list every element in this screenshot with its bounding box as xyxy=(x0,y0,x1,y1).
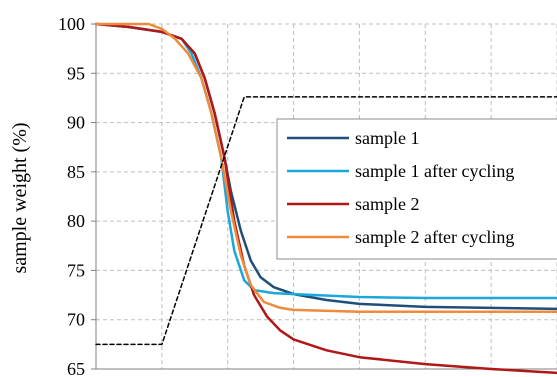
y-tick-label: 85 xyxy=(67,162,85,182)
y-tick-label: 95 xyxy=(67,63,85,83)
y-axis: 65 70 75 80 85 90 95 100 xyxy=(58,14,557,377)
y-tick-label: 65 xyxy=(67,359,85,377)
legend: sample 1 sample 1 after cycling sample 2 sa… xyxy=(276,118,557,260)
legend-label: sample 1 after cycling xyxy=(355,161,514,181)
legend-label: sample 2 xyxy=(355,194,420,214)
y-tick-label: 70 xyxy=(67,310,85,330)
y-tick-label: 90 xyxy=(67,113,85,133)
legend-label: sample 1 xyxy=(355,128,420,148)
y-tick-label: 80 xyxy=(67,211,85,231)
series-lines xyxy=(94,22,557,375)
y-axis-title: sample weight (%) xyxy=(9,122,31,273)
series-line xyxy=(94,22,557,314)
y-tick-label: 100 xyxy=(58,14,85,34)
legend-box xyxy=(276,118,557,260)
dashed-series-line xyxy=(95,96,557,346)
y-tick-label: 75 xyxy=(67,260,85,280)
legend-label: sample 2 after cycling xyxy=(355,227,514,247)
